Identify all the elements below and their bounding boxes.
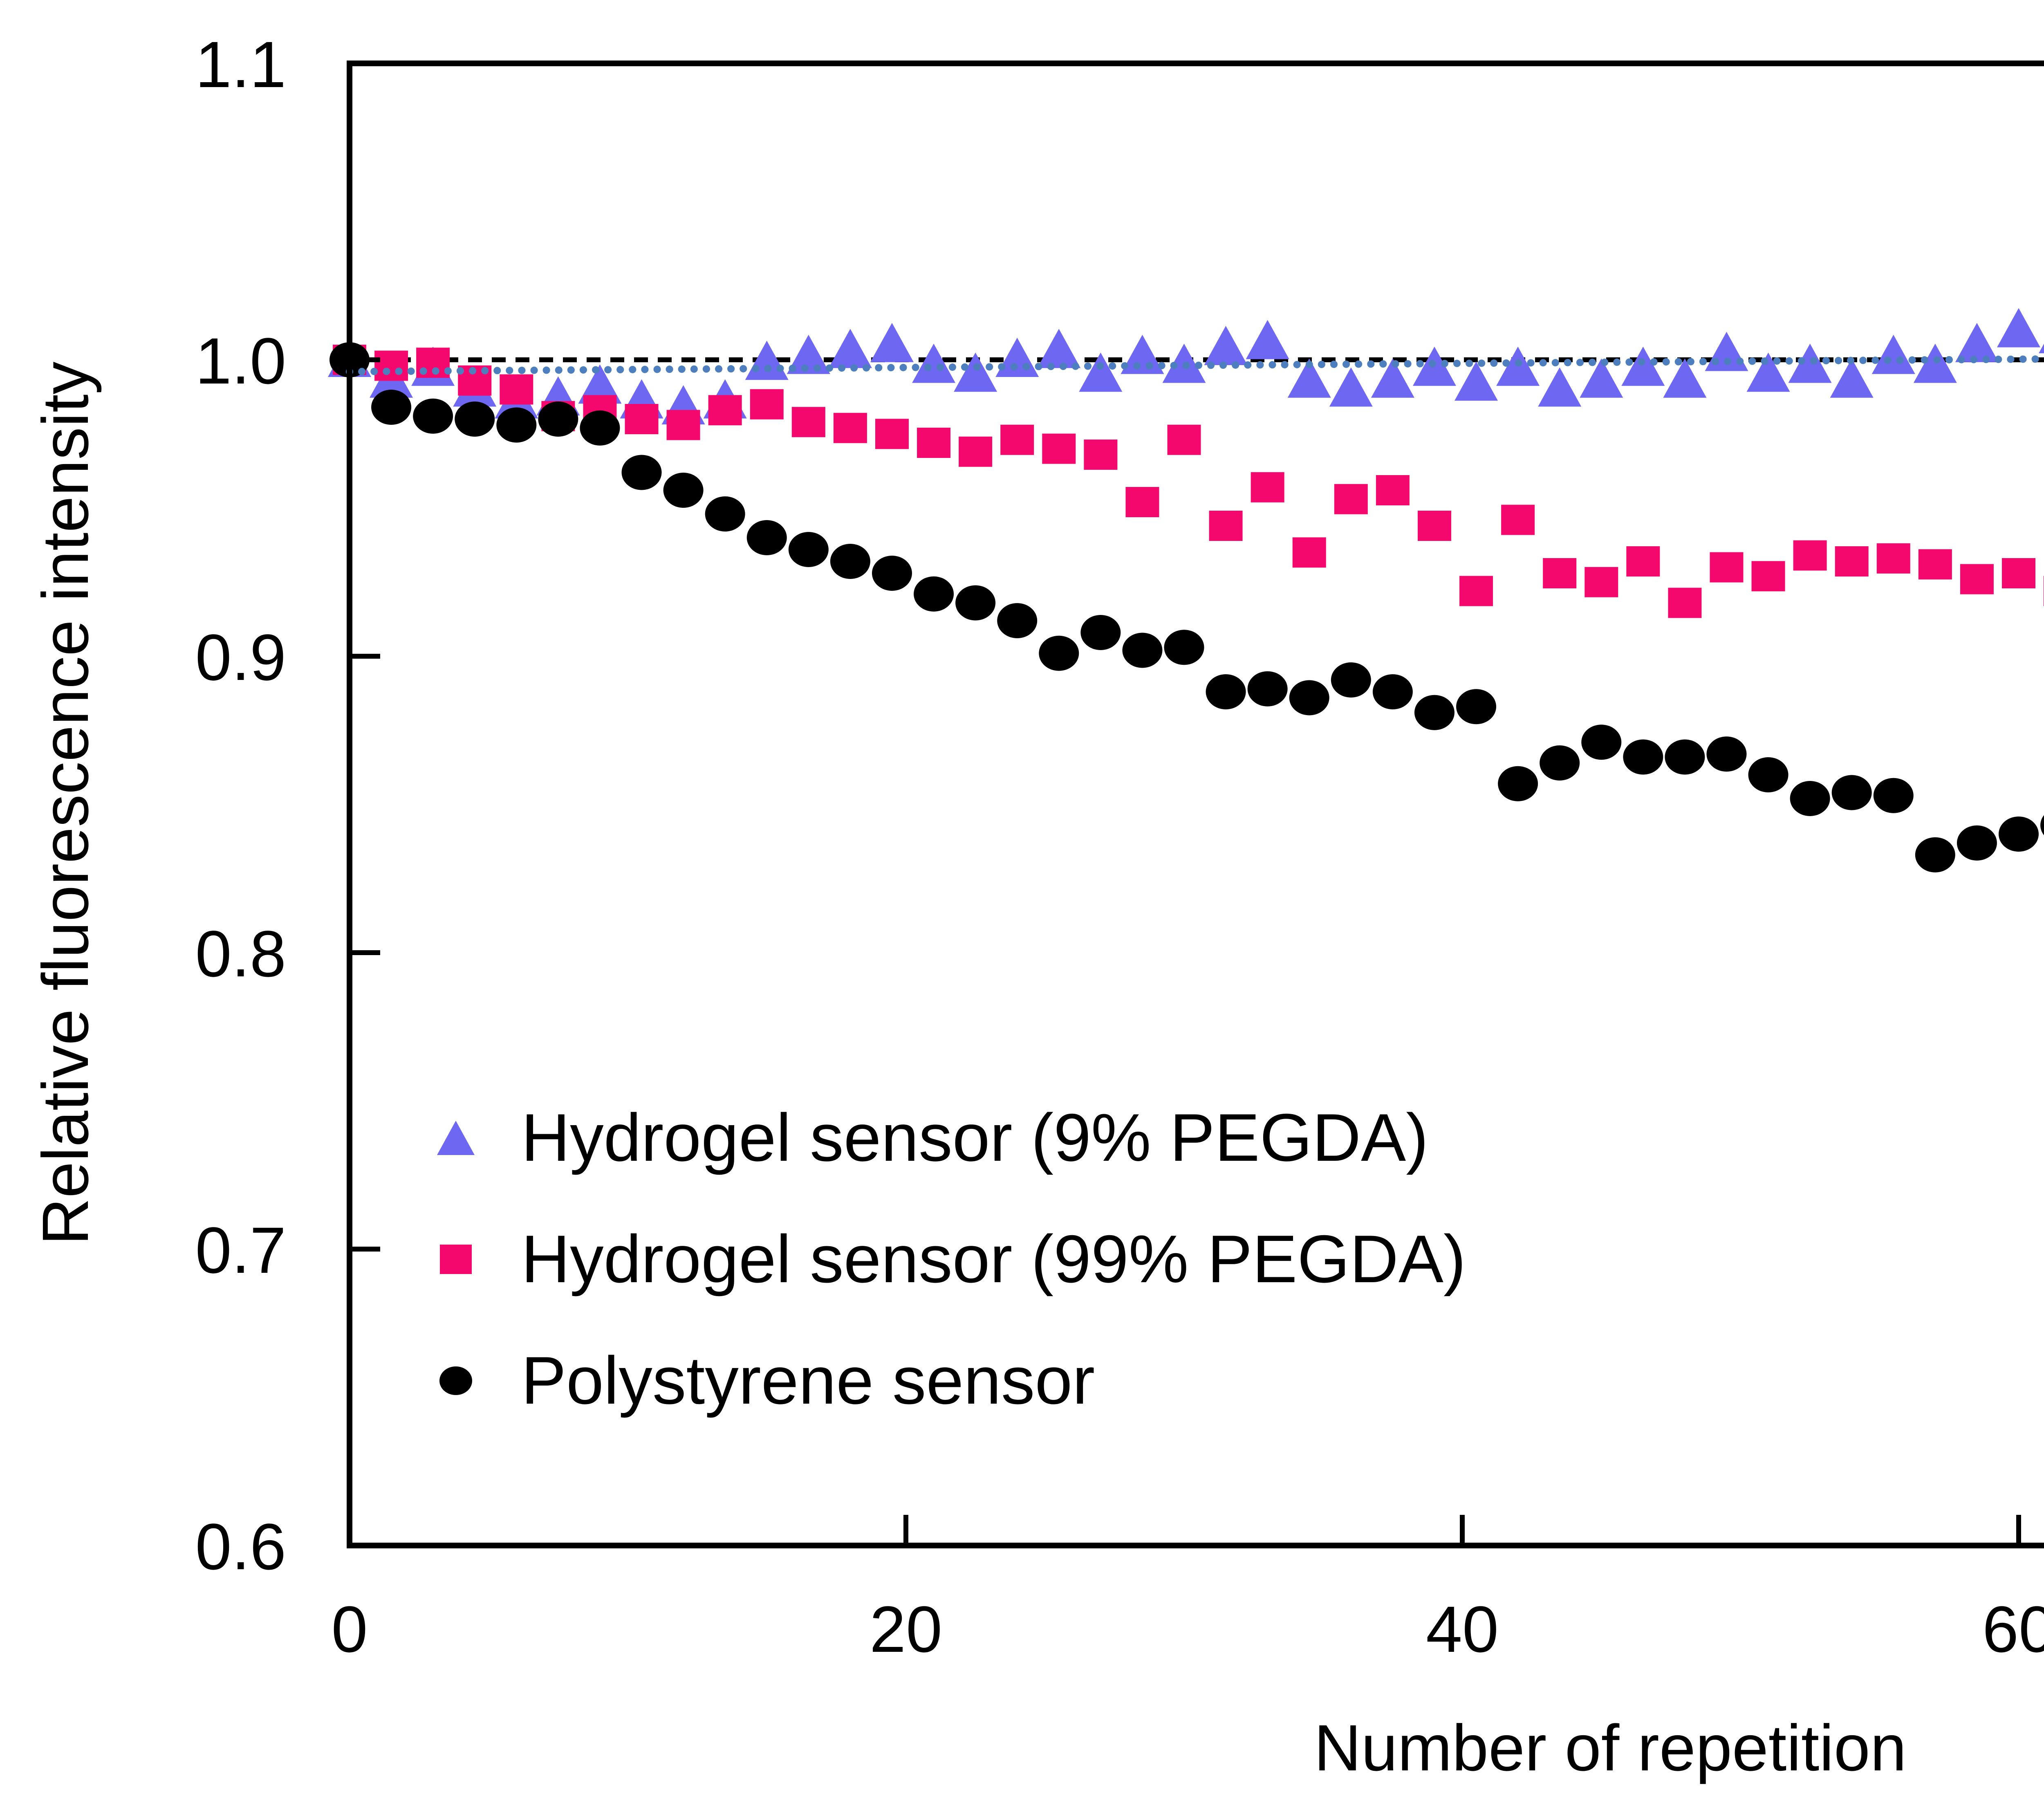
series-polystyrene [329, 342, 2044, 873]
reference-line-dotted [346, 355, 2044, 375]
x-tick-label: 0 [332, 1593, 368, 1666]
y-tick-label: 0.6 [195, 1510, 286, 1583]
x-tick-label: 20 [870, 1593, 942, 1666]
y-tick-label: 0.8 [195, 917, 286, 990]
circle-icon [433, 1366, 478, 1396]
square-icon [433, 1244, 478, 1274]
triangle-icon [433, 1120, 478, 1156]
legend: Hydrogel sensor (9% PEGDA) Hydrogel sens… [433, 1104, 1466, 1414]
y-tick-label: 0.9 [195, 621, 286, 694]
x-tick-label: 40 [1426, 1593, 1499, 1666]
x-tick-label: 60 [1982, 1593, 2044, 1666]
legend-item-polystyrene: Polystyrene sensor [433, 1347, 1466, 1414]
y-tick-label: 1.1 [195, 28, 286, 101]
legend-label: Hydrogel sensor (99% PEGDA) [521, 1221, 1466, 1297]
series-hydrogel-99 [333, 345, 2044, 618]
legend-item-hydrogel-9: Hydrogel sensor (9% PEGDA) [433, 1104, 1466, 1171]
x-axis-title: Number of repetition [1314, 1711, 1907, 1784]
legend-label: Polystyrene sensor [521, 1343, 1095, 1418]
y-tick-label: 0.7 [195, 1214, 286, 1287]
legend-item-hydrogel-99: Hydrogel sensor (99% PEGDA) [433, 1225, 1466, 1293]
y-tick-label: 1.0 [195, 324, 286, 397]
plot-frame [347, 61, 2044, 1548]
legend-label: Hydrogel sensor (9% PEGDA) [521, 1100, 1429, 1175]
y-axis-title: Relative fluorescence intensity [29, 361, 102, 1245]
